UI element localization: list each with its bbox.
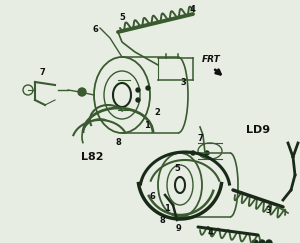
Text: 6: 6 <box>149 191 155 200</box>
Circle shape <box>266 240 272 243</box>
Text: 8: 8 <box>115 138 121 147</box>
Circle shape <box>136 88 140 92</box>
Text: 4: 4 <box>207 227 213 236</box>
Text: 3: 3 <box>265 206 271 215</box>
Circle shape <box>205 151 209 155</box>
Circle shape <box>136 98 140 102</box>
Text: 3: 3 <box>180 78 186 87</box>
Text: 5: 5 <box>174 164 180 173</box>
Text: 2: 2 <box>154 107 160 116</box>
Circle shape <box>252 240 258 243</box>
Circle shape <box>259 240 265 243</box>
Text: FRT: FRT <box>202 55 221 64</box>
Text: 1: 1 <box>144 121 150 130</box>
Text: 6: 6 <box>92 26 98 35</box>
Text: 7: 7 <box>39 68 45 77</box>
Text: 1: 1 <box>164 203 170 212</box>
Text: 4: 4 <box>189 6 195 15</box>
Text: 7: 7 <box>197 133 203 142</box>
Circle shape <box>191 151 195 155</box>
Circle shape <box>78 88 86 96</box>
Text: L82: L82 <box>81 152 103 162</box>
Text: 9: 9 <box>175 224 181 233</box>
Text: LD9: LD9 <box>246 125 270 135</box>
Text: 5: 5 <box>119 14 125 23</box>
Text: 8: 8 <box>159 216 165 225</box>
Circle shape <box>146 86 150 90</box>
